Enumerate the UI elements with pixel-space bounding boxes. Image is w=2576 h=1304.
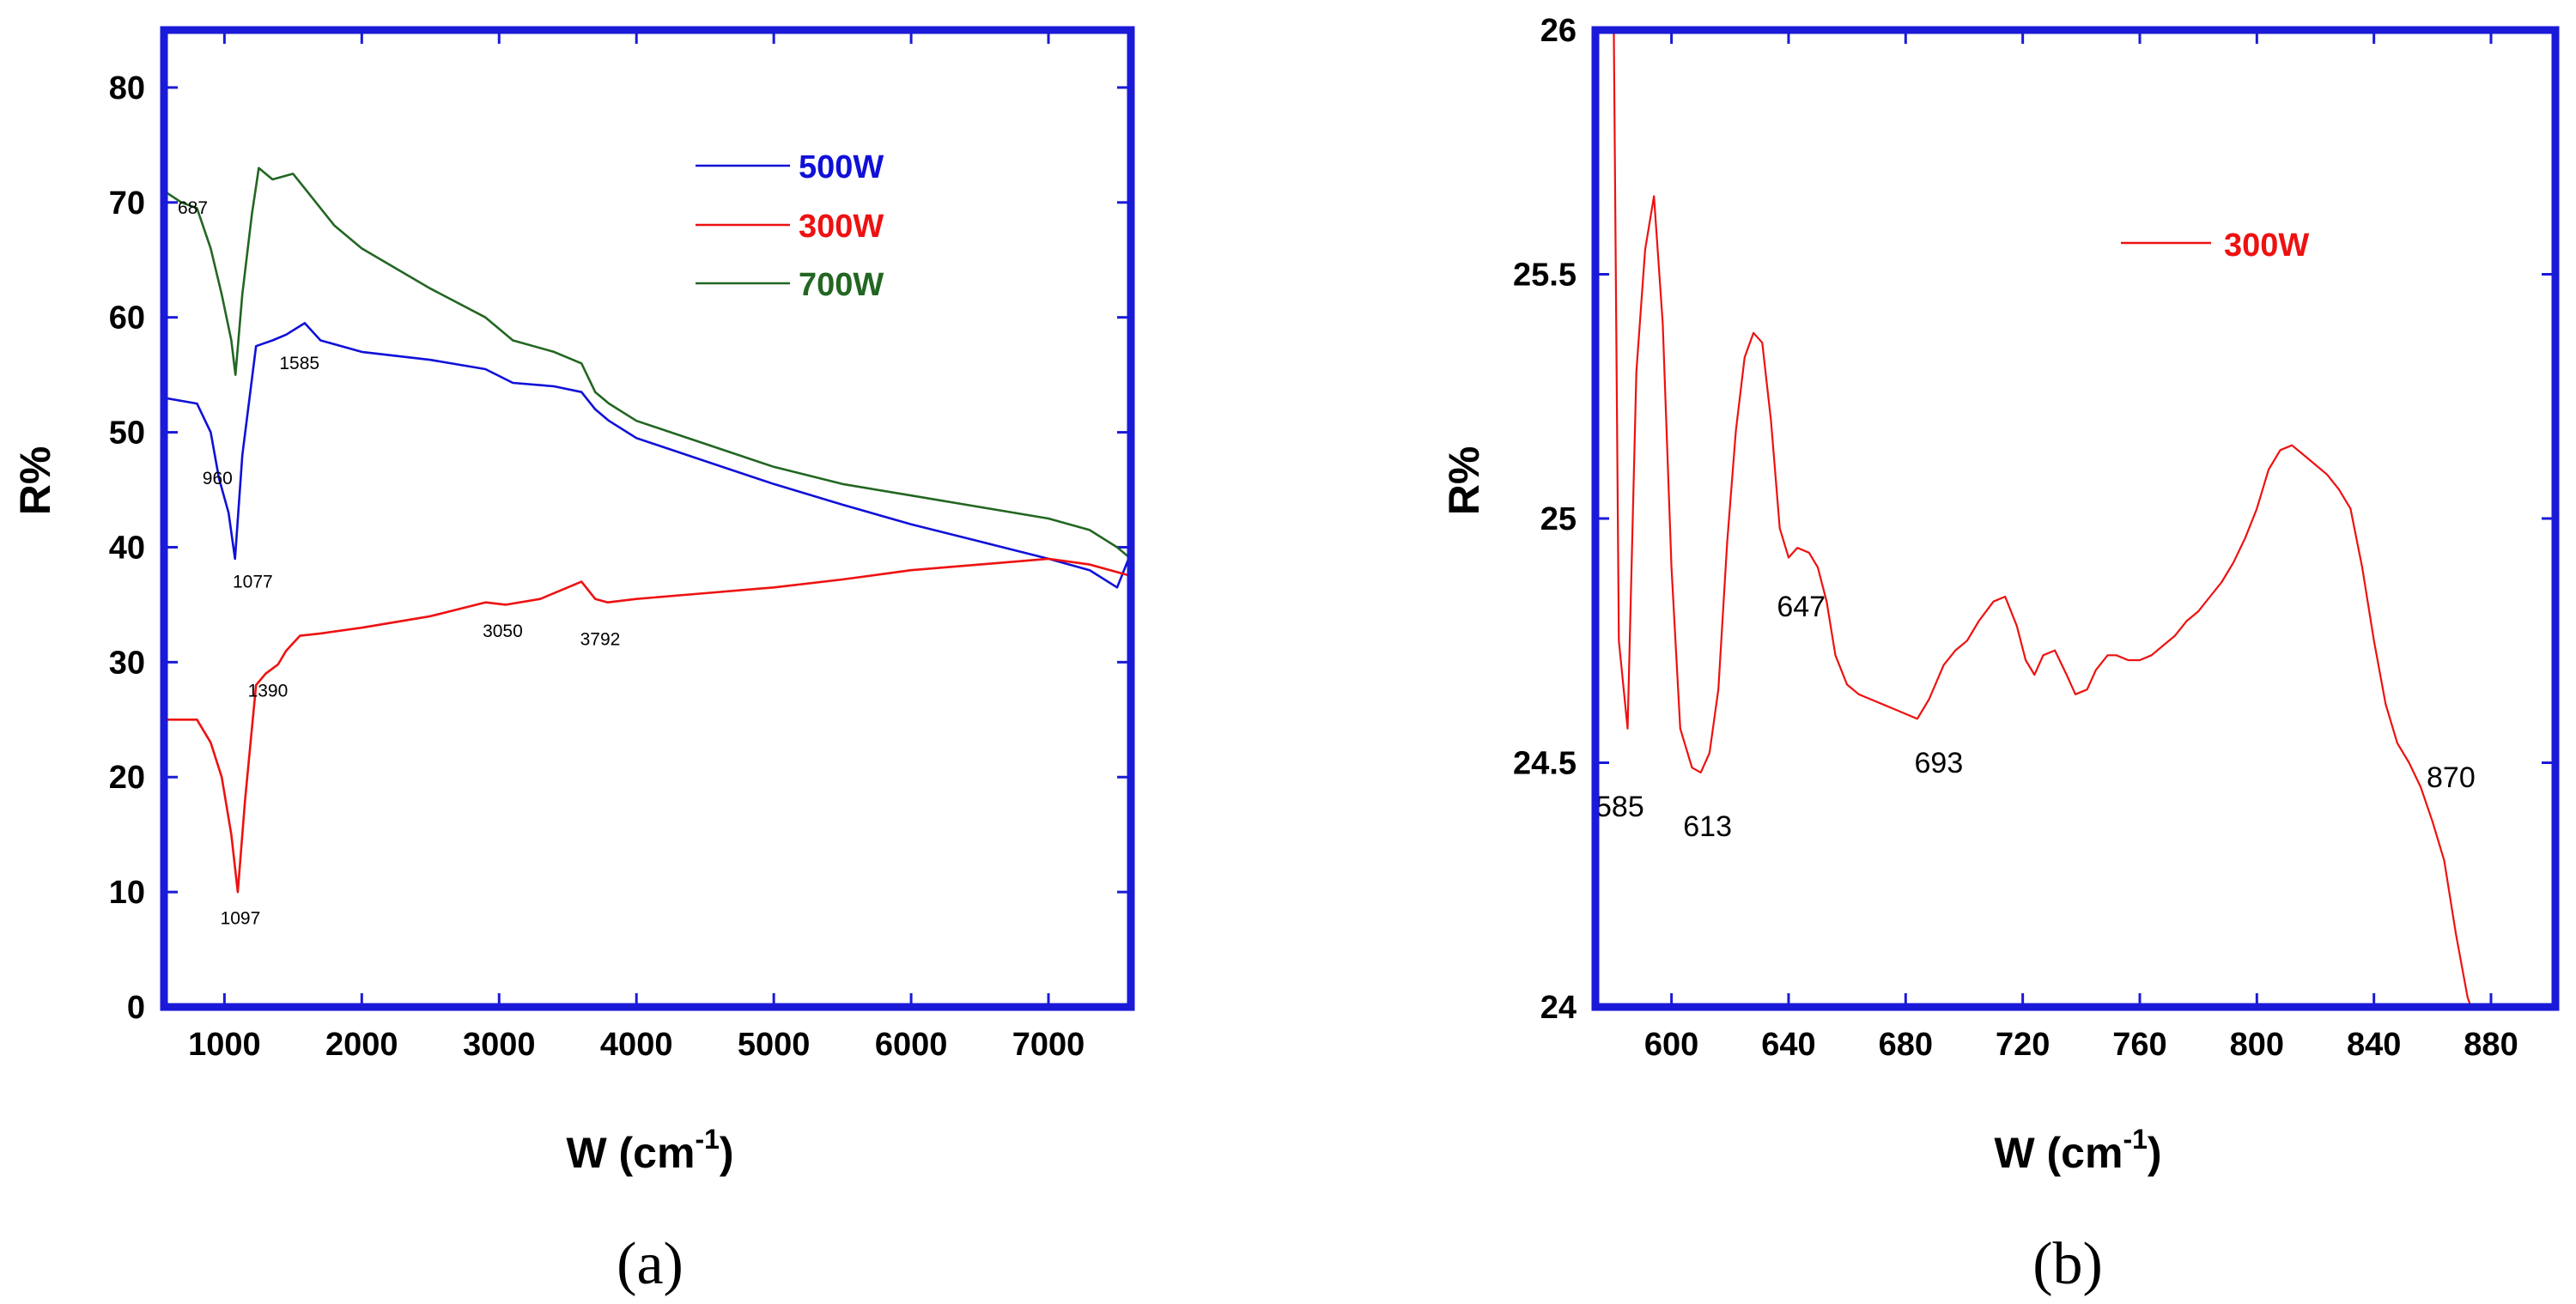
chart-b-series-300w-line — [1613, 30, 2472, 1007]
chart-b-xtick-label: 880 — [2464, 1027, 2518, 1063]
chart-a-ytick-label: 50 — [109, 415, 145, 452]
chart-a-y-axis-label: R% — [11, 446, 59, 516]
chart-a-xtick-label: 7000 — [1012, 1027, 1085, 1063]
chart-b-series-group — [1613, 30, 2472, 1007]
chart-b-ytick-label: 25 — [1540, 501, 1577, 537]
chart-a-annotations: 687 960 1077 1585 1390 3050 3792 1097 — [178, 198, 620, 928]
legend-b-300w-label: 300W — [2224, 227, 2309, 264]
chart-a-ytick-label: 60 — [109, 300, 145, 337]
chart-a-legend: 500W 300W 700W — [696, 149, 884, 303]
chart-a-xtick-label: 4000 — [600, 1027, 673, 1063]
legend-500w-label: 500W — [799, 149, 884, 185]
chart-a-peak-label: 1390 — [248, 682, 289, 701]
chart-a-x-label-main: W (cm — [566, 1129, 695, 1177]
chart-a-series-group — [164, 167, 1131, 894]
chart-b-peak-label: 613 — [1683, 810, 1732, 843]
chart-b-x-label-sup: -1 — [2123, 1124, 2147, 1155]
chart-b-xtick-label: 800 — [2230, 1027, 2284, 1063]
chart-a-series-300w-line — [164, 557, 1131, 894]
chart-b-frame — [1591, 26, 2560, 1011]
chart-b-x-label-main: W (cm — [1994, 1129, 2123, 1177]
chart-a-xtick-label: 5000 — [738, 1027, 811, 1063]
chart-a-y-tick-labels: 0 10 20 30 40 50 60 70 80 — [109, 70, 145, 1026]
chart-b-ytick-label: 24 — [1540, 990, 1577, 1026]
chart-a-ytick-label: 0 — [127, 990, 145, 1026]
chart-a-x-tick-labels: 1000 2000 3000 4000 5000 6000 7000 — [188, 1027, 1084, 1063]
chart-b-y-tick-labels: 24 24.5 25 25.5 26 — [1513, 13, 1577, 1026]
chart-a-series-500w-line — [164, 322, 1131, 589]
panel-b-tag: (b) — [2032, 1231, 2103, 1297]
chart-b-y-axis-label: R% — [1440, 446, 1488, 516]
chart-b-peak-label: 585 — [1595, 791, 1644, 823]
chart-b-peak-label: 647 — [1777, 591, 1826, 623]
legend-300w-label: 300W — [799, 209, 884, 245]
chart-a-ytick-label: 20 — [109, 760, 145, 796]
chart-a-xtick-label: 2000 — [325, 1027, 398, 1063]
chart-b-tick-marks — [1595, 28, 2555, 1009]
chart-b-ytick-label: 24.5 — [1513, 746, 1577, 782]
chart-b-xtick-label: 640 — [1761, 1027, 1815, 1063]
chart-a-x-label-sup: -1 — [695, 1124, 719, 1155]
chart-a-xtick-label: 3000 — [463, 1027, 536, 1063]
chart-a-ytick-label: 80 — [109, 70, 145, 106]
chart-b-peak-label: 870 — [2427, 761, 2476, 794]
chart-b-xtick-label: 720 — [1996, 1027, 2050, 1063]
chart-a-xtick-label: 6000 — [875, 1027, 948, 1063]
chart-a-peak-label: 1077 — [233, 572, 273, 591]
chart-a-ytick-label: 10 — [109, 875, 145, 911]
chart-a-ytick-label: 40 — [109, 530, 145, 566]
legend-700w-label: 700W — [799, 267, 884, 303]
chart-b-legend: 300W — [2121, 227, 2309, 264]
chart-b-annotations: 585 613 647 693 870 — [1595, 591, 2476, 843]
chart-a-peak-label: 1097 — [221, 909, 261, 929]
chart-panel-a: 0 10 20 30 40 50 60 70 80 1000 2000 3000 4000 5000 60… — [11, 26, 1135, 1297]
chart-a-frame — [160, 26, 1135, 1011]
chart-a-x-axis-label: W (cm-1) — [566, 1124, 733, 1177]
chart-b-xtick-label: 600 — [1644, 1027, 1698, 1063]
chart-b-ytick-label: 25.5 — [1513, 258, 1577, 294]
chart-a-tick-marks — [164, 30, 1131, 1009]
panel-a-tag: (a) — [617, 1231, 683, 1297]
chart-a-peak-label: 687 — [178, 198, 208, 218]
chart-a-peak-label: 1585 — [279, 354, 319, 373]
chart-a-x-label-end: ) — [720, 1129, 734, 1177]
chart-b-xtick-label: 760 — [2112, 1027, 2166, 1063]
chart-b-x-label-end: ) — [2148, 1129, 2162, 1177]
chart-b-peak-label: 693 — [1915, 747, 1964, 779]
chart-b-ytick-label: 26 — [1540, 13, 1577, 49]
chart-a-xtick-label: 1000 — [188, 1027, 261, 1063]
chart-b-xtick-label: 680 — [1879, 1027, 1933, 1063]
chart-b-x-tick-labels: 600 640 680 720 760 800 840 880 — [1644, 1027, 2518, 1063]
chart-a-peak-label: 960 — [203, 469, 233, 488]
chart-b-x-axis-label: W (cm-1) — [1994, 1124, 2161, 1177]
chart-a-peak-label: 3792 — [580, 629, 621, 649]
chart-a-peak-label: 3050 — [483, 622, 523, 641]
chart-b-xtick-label: 840 — [2347, 1027, 2401, 1063]
chart-a-series-700w-line — [164, 167, 1131, 560]
chart-a-ytick-label: 30 — [109, 645, 145, 681]
chart-a-ytick-label: 70 — [109, 185, 145, 221]
